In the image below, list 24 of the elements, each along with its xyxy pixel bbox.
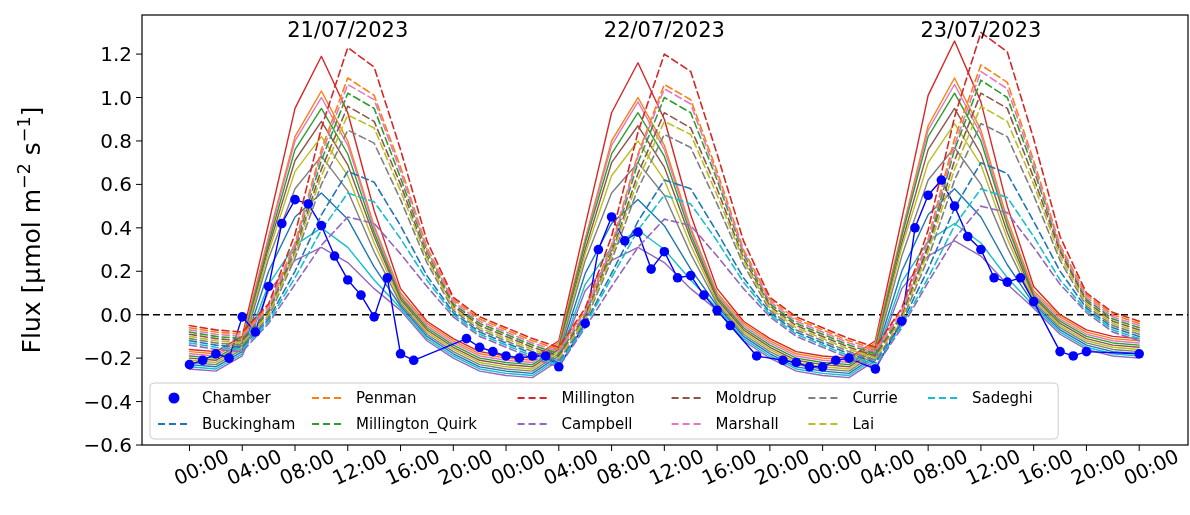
y-tick-label: 1.2 <box>100 42 132 67</box>
legend-label: Campbell <box>561 415 633 433</box>
legend-label: Buckingham <box>202 415 296 433</box>
y-tick-label: 0.8 <box>100 128 132 153</box>
legend-label: Currie <box>852 389 898 407</box>
legend-label: Chamber <box>202 389 272 407</box>
legend-label: Sadeghi <box>972 389 1033 407</box>
legend-label: Millington <box>561 389 635 407</box>
y-tick-label: 1.0 <box>100 85 132 110</box>
y-tick-label: 0.2 <box>100 259 132 284</box>
legend-label: Marshall <box>715 415 779 433</box>
legend-label: Lai <box>852 415 875 433</box>
annotation: 22/07/2023 <box>603 18 725 42</box>
legend-label: Penman <box>356 389 417 407</box>
y-tick-label: 0.0 <box>100 302 132 327</box>
annotation: 21/07/2023 <box>287 18 409 42</box>
legend-label: Moldrup <box>715 389 777 407</box>
y-tick-label: −0.4 <box>83 389 132 414</box>
y-tick-label: −0.2 <box>83 346 132 371</box>
y-tick-label: −0.6 <box>83 433 132 457</box>
annotation: 23/07/2023 <box>920 18 1042 42</box>
y-tick-label: 0.6 <box>100 172 132 197</box>
y-tick-label: 0.4 <box>100 215 132 240</box>
legend-label: Millington_Quirk <box>356 415 478 434</box>
